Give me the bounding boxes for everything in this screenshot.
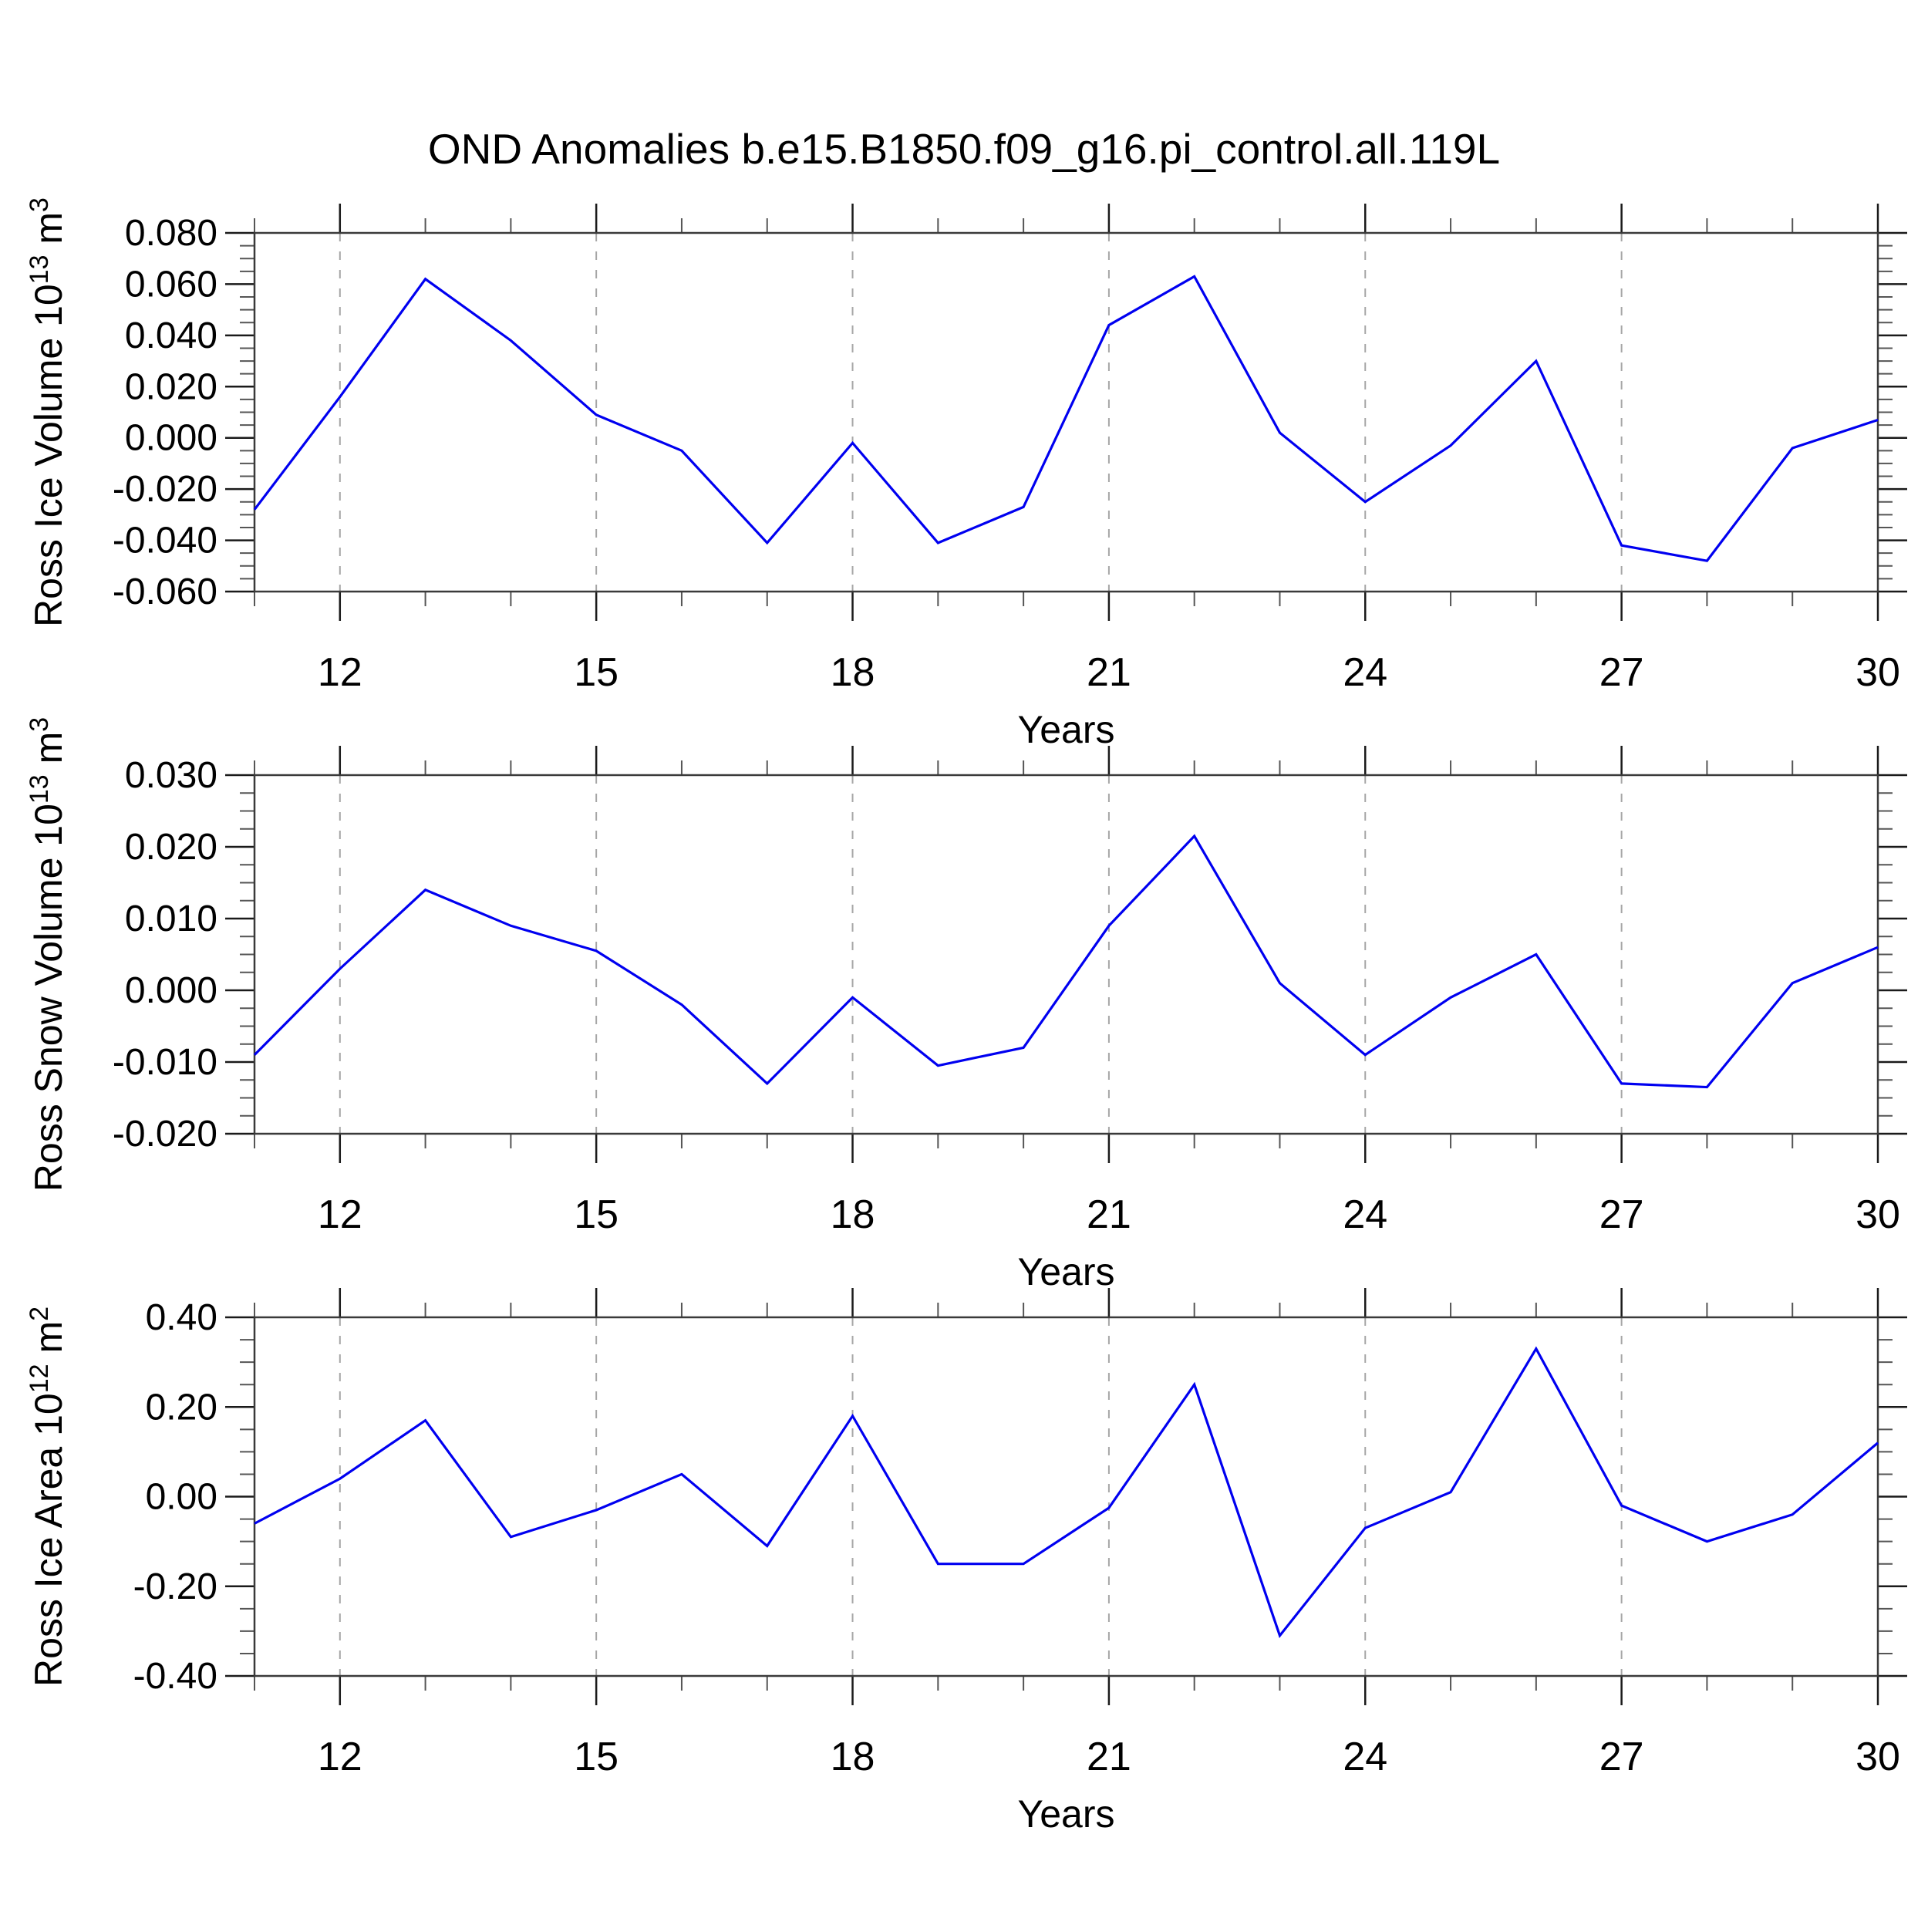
- x-tick-label: 27: [1599, 1735, 1644, 1779]
- y-axis-title: Ross Snow Volume 1013 m3: [25, 717, 70, 1192]
- y-axis-title: Ross Ice Volume 1013 m3: [25, 197, 70, 627]
- series-line-ross-ice-area: [254, 1346, 1879, 1638]
- y-tick-label: 0.010: [125, 899, 217, 939]
- y-tick-label: 0.000: [125, 970, 217, 1011]
- y-tick-label: -0.010: [113, 1042, 217, 1083]
- plot-frame: [253, 231, 1879, 593]
- y-tick-label: -0.020: [113, 1114, 217, 1155]
- x-axis-title: Years: [1017, 1792, 1114, 1836]
- series-line-ross-ice-volume: [253, 275, 1879, 562]
- x-tick-label: 24: [1343, 1735, 1387, 1779]
- panels-container: 0.080 0.060 0.040 0.020 0.000 -0.020 -0.040 -0.…: [25, 197, 1907, 1836]
- x-tick-label: 12: [318, 650, 362, 695]
- panel-ross-snow-volume: 0.030 0.020 0.010 0.000 -0.010 -0.020 12 15 18 21…: [25, 717, 1907, 1293]
- x-axis-title: Years: [1017, 708, 1114, 751]
- x-tick-label: 18: [831, 1735, 875, 1779]
- x-tick-label: 27: [1599, 650, 1644, 695]
- y-tick-label: 0.060: [125, 264, 217, 305]
- series-line-ross-snow-volume: [253, 834, 1879, 1089]
- x-tick-label: 30: [1856, 650, 1900, 695]
- x-tick-label: 15: [574, 1192, 619, 1237]
- x-tick-label: 24: [1343, 650, 1387, 695]
- y-tick-label: 0.020: [125, 366, 217, 407]
- y-tick-label: 0.00: [146, 1477, 217, 1518]
- x-axis-title: Years: [1017, 1250, 1114, 1293]
- x-tick-label: 30: [1856, 1192, 1900, 1237]
- y-axis-title: Ross Ice Area 1012 m2: [25, 1307, 70, 1687]
- panel-ross-ice-volume: 0.080 0.060 0.040 0.020 0.000 -0.020 -0.040 -0.…: [25, 197, 1907, 751]
- y-tick-label: 0.080: [125, 213, 217, 254]
- y-tick-label: 0.040: [125, 315, 217, 356]
- plot-frame: [253, 774, 1879, 1135]
- panel-ross-ice-area: 0.40 0.20 0.00 -0.20 -0.40 12 15 18 21 24 27 30 Year…: [25, 1288, 1907, 1836]
- x-tick-label: 12: [318, 1192, 362, 1237]
- plot-frame: [253, 1316, 1879, 1677]
- y-tick-label: -0.040: [113, 521, 217, 561]
- y-tick-label: -0.060: [113, 572, 217, 612]
- x-tick-label: 18: [831, 650, 875, 695]
- y-tick-label: 0.40: [146, 1297, 217, 1338]
- x-tick-label: 21: [1087, 1192, 1131, 1237]
- y-tick-label: 0.030: [125, 755, 217, 796]
- x-tick-label: 24: [1343, 1192, 1387, 1237]
- y-tick-label: 0.020: [125, 827, 217, 868]
- y-tick-label: -0.40: [133, 1656, 217, 1697]
- x-tick-label: 27: [1599, 1192, 1644, 1237]
- y-tick-label: -0.020: [113, 469, 217, 510]
- x-tick-label: 15: [574, 650, 619, 695]
- x-tick-label: 15: [574, 1735, 619, 1779]
- y-tick-label: 0.000: [125, 418, 217, 459]
- y-tick-label: 0.20: [146, 1387, 217, 1428]
- x-tick-label: 21: [1087, 1735, 1131, 1779]
- figure-title: OND Anomalies b.e15.B1850.f09_g16.pi_con…: [428, 125, 1500, 173]
- x-tick-label: 12: [318, 1735, 362, 1779]
- x-tick-label: 21: [1087, 650, 1131, 695]
- x-tick-label: 30: [1856, 1735, 1900, 1779]
- y-tick-label: -0.20: [133, 1566, 217, 1607]
- x-tick-label: 18: [831, 1192, 875, 1237]
